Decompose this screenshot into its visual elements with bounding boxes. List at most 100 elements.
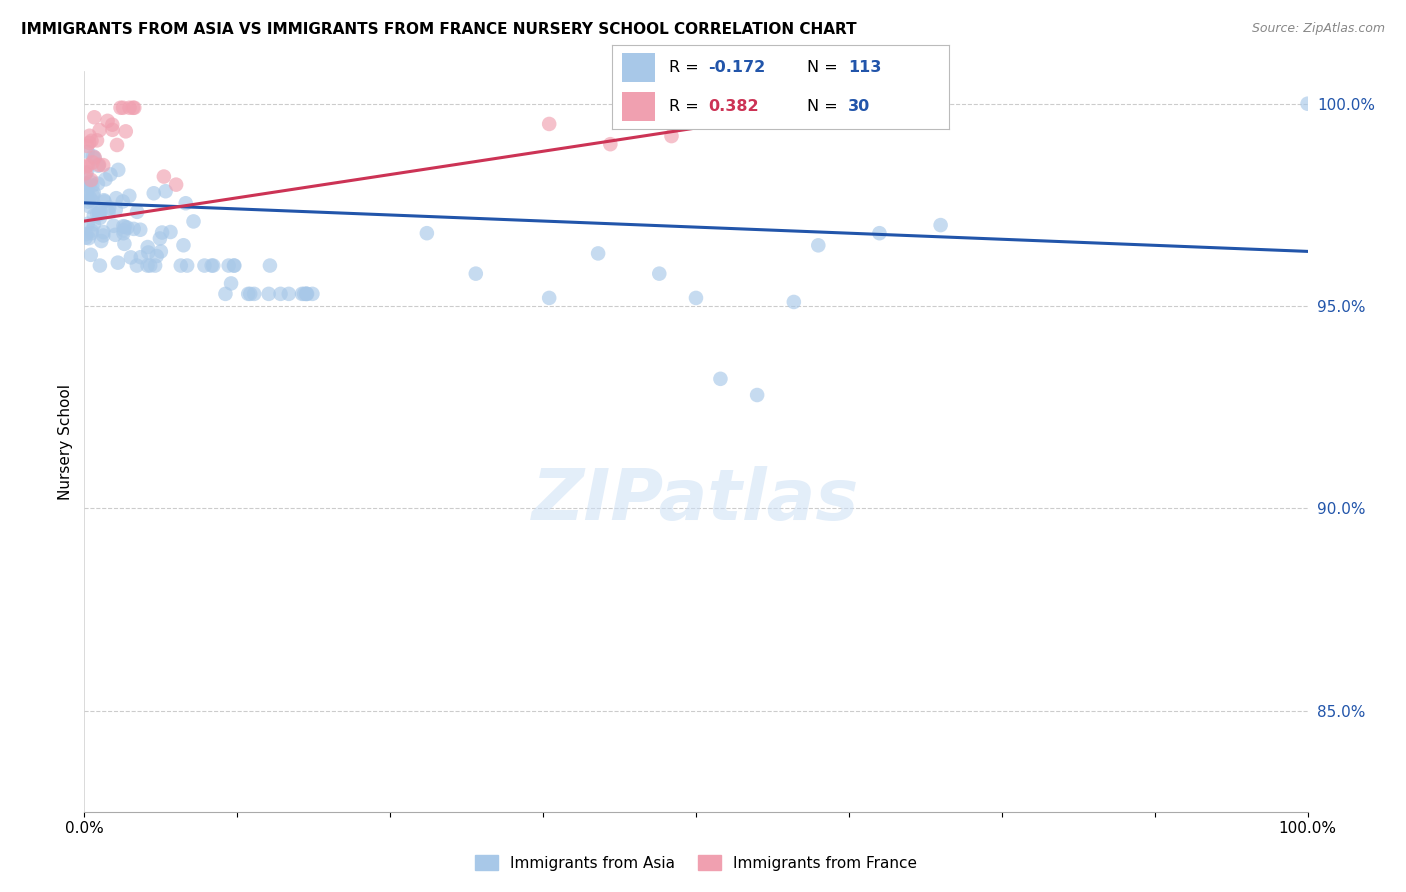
Point	[112, 236, 135, 251]
Point	[259, 259, 281, 273]
Text: -0.172: -0.172	[707, 60, 765, 75]
Point	[238, 286, 260, 301]
Text: ZIPatlas: ZIPatlas	[533, 467, 859, 535]
Point	[89, 204, 111, 219]
Point	[149, 244, 172, 259]
Point	[104, 227, 127, 242]
Point	[75, 177, 97, 191]
Point	[538, 117, 561, 131]
Point	[120, 251, 142, 265]
Point	[648, 267, 671, 281]
Point	[101, 118, 124, 132]
Point	[76, 145, 98, 159]
Point	[114, 124, 136, 138]
Point	[82, 188, 104, 202]
Point	[122, 222, 145, 236]
Point	[80, 224, 103, 238]
Point	[110, 101, 132, 115]
Point	[136, 245, 159, 260]
Point	[89, 205, 111, 219]
Point	[77, 231, 100, 245]
Y-axis label: Nursery School: Nursery School	[58, 384, 73, 500]
Point	[83, 217, 105, 231]
Point	[87, 207, 110, 221]
Point	[117, 220, 139, 235]
Point	[75, 231, 97, 245]
Text: R =: R =	[669, 60, 704, 75]
Point	[98, 201, 121, 215]
Point	[83, 110, 105, 124]
Point	[125, 205, 148, 219]
Point	[83, 186, 105, 200]
Point	[82, 155, 104, 169]
FancyBboxPatch shape	[621, 92, 655, 120]
Point	[80, 175, 103, 189]
Point	[176, 259, 198, 273]
Point	[172, 238, 194, 252]
Point	[783, 295, 806, 310]
Point	[538, 291, 561, 305]
Point	[586, 246, 609, 260]
Point	[93, 194, 115, 209]
Point	[193, 259, 215, 273]
Point	[295, 286, 318, 301]
Point	[89, 123, 111, 137]
Point	[79, 128, 101, 143]
Point	[112, 226, 135, 240]
Point	[86, 207, 108, 221]
Point	[124, 101, 146, 115]
Point	[136, 259, 159, 273]
Point	[112, 223, 135, 237]
Point	[114, 219, 136, 234]
Point	[143, 259, 166, 273]
Point	[118, 101, 141, 115]
Point	[107, 162, 129, 177]
Point	[97, 113, 120, 128]
Point	[153, 169, 176, 184]
Point	[111, 194, 134, 209]
Point	[90, 234, 112, 248]
Point	[685, 291, 707, 305]
Text: N =: N =	[807, 60, 844, 75]
Point	[122, 101, 145, 115]
Point	[75, 227, 97, 242]
Point	[136, 240, 159, 254]
Point	[129, 250, 152, 264]
Point	[747, 388, 769, 402]
Point	[416, 226, 439, 240]
Text: N =: N =	[807, 99, 844, 114]
Point	[142, 186, 165, 201]
Point	[93, 193, 115, 207]
Point	[125, 259, 148, 273]
Text: 0.382: 0.382	[707, 99, 758, 114]
Point	[86, 133, 108, 147]
Point	[118, 189, 141, 203]
Text: R =: R =	[669, 99, 704, 114]
Point	[129, 223, 152, 237]
Point	[80, 134, 103, 148]
Point	[93, 225, 115, 239]
Point	[76, 217, 98, 231]
Text: Source: ZipAtlas.com: Source: ZipAtlas.com	[1251, 22, 1385, 36]
Point	[183, 214, 205, 228]
Point	[76, 165, 98, 179]
Point	[89, 211, 111, 225]
Point	[295, 286, 318, 301]
FancyBboxPatch shape	[621, 54, 655, 82]
Point	[139, 259, 162, 273]
Point	[145, 249, 167, 263]
Point	[80, 248, 103, 262]
Point	[149, 231, 172, 245]
Point	[807, 238, 830, 252]
Point	[100, 168, 122, 182]
Point	[277, 286, 299, 301]
Point	[222, 259, 245, 273]
Point	[218, 259, 240, 273]
Point	[103, 219, 125, 233]
Point	[104, 202, 127, 217]
Point	[599, 137, 621, 152]
Text: IMMIGRANTS FROM ASIA VS IMMIGRANTS FROM FRANCE NURSERY SCHOOL CORRELATION CHART: IMMIGRANTS FROM ASIA VS IMMIGRANTS FROM …	[21, 22, 856, 37]
Point	[97, 205, 120, 219]
Point	[83, 209, 105, 223]
Point	[661, 129, 683, 144]
